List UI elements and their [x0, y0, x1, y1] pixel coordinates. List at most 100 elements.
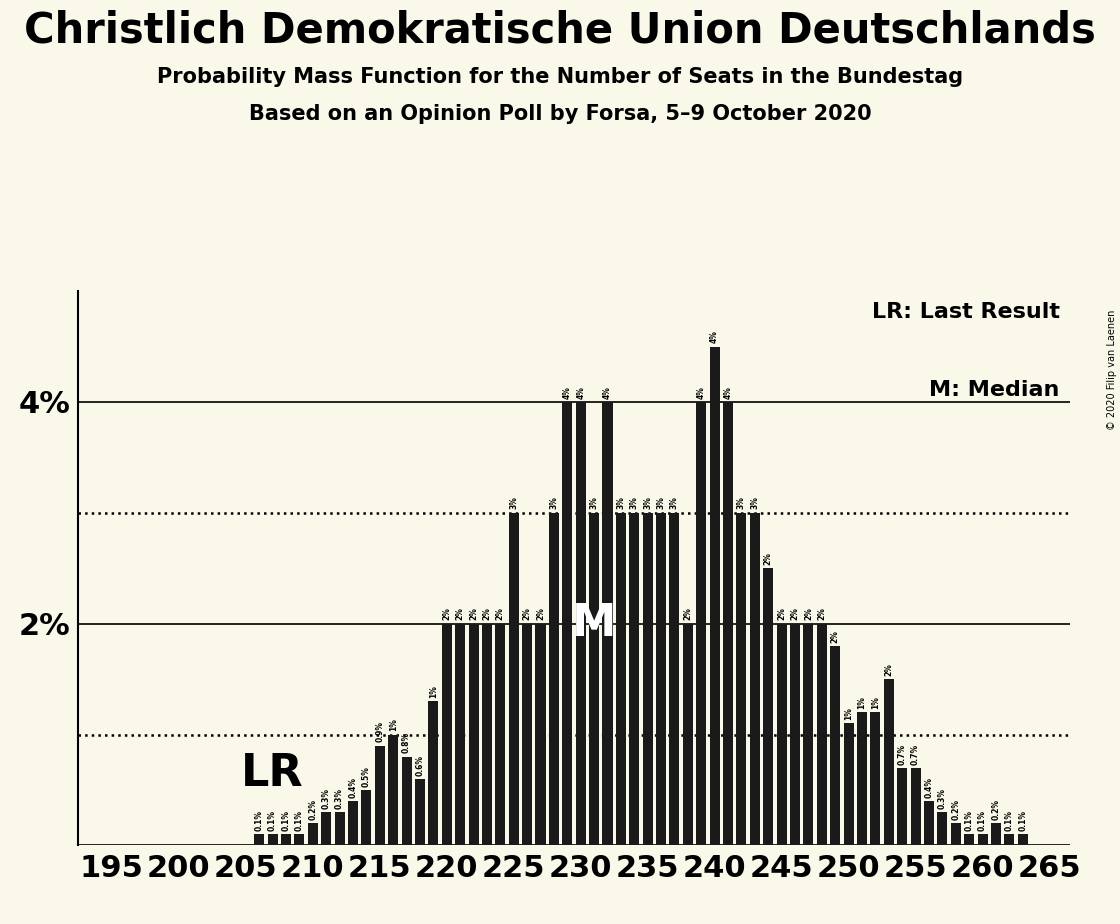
Text: 0.1%: 0.1% — [964, 810, 973, 831]
Bar — [482, 624, 492, 845]
Text: 0.4%: 0.4% — [348, 777, 357, 797]
Text: 0.1%: 0.1% — [978, 810, 987, 831]
Text: 3%: 3% — [550, 496, 559, 509]
Text: 0.5%: 0.5% — [362, 766, 371, 786]
Text: 3%: 3% — [589, 496, 598, 509]
Bar — [295, 834, 305, 845]
Bar — [803, 624, 813, 845]
Text: 0.1%: 0.1% — [268, 810, 277, 831]
Bar — [254, 834, 264, 845]
Text: 1%: 1% — [871, 696, 880, 709]
Text: 2%: 2% — [483, 607, 492, 620]
Text: 0.3%: 0.3% — [335, 788, 344, 808]
Text: LR: Last Result: LR: Last Result — [871, 302, 1060, 322]
Text: 4%: 4% — [576, 385, 585, 398]
Text: 0.3%: 0.3% — [937, 788, 946, 808]
Text: 1%: 1% — [858, 696, 867, 709]
Bar — [402, 757, 411, 845]
Bar — [870, 712, 880, 845]
Text: 0.9%: 0.9% — [375, 722, 384, 742]
Text: 3%: 3% — [643, 496, 652, 509]
Bar — [937, 812, 948, 845]
Text: 2%: 2% — [831, 629, 840, 642]
Bar — [897, 768, 907, 845]
Bar — [670, 513, 680, 845]
Bar — [697, 402, 707, 845]
Bar — [843, 723, 853, 845]
Text: 0.3%: 0.3% — [321, 788, 330, 808]
Text: 3%: 3% — [670, 496, 679, 509]
Bar — [414, 779, 424, 845]
Text: 0.2%: 0.2% — [951, 799, 960, 820]
Bar — [455, 624, 465, 845]
Text: 3%: 3% — [656, 496, 665, 509]
Text: M: M — [572, 602, 616, 645]
Text: 3%: 3% — [629, 496, 638, 509]
Bar — [830, 646, 840, 845]
Bar — [951, 823, 961, 845]
Text: 4%: 4% — [697, 385, 706, 398]
Text: 0.7%: 0.7% — [911, 744, 920, 764]
Bar — [589, 513, 599, 845]
Text: 2%: 2% — [791, 607, 800, 620]
Bar — [1005, 834, 1015, 845]
Text: © 2020 Filip van Laenen: © 2020 Filip van Laenen — [1107, 310, 1117, 430]
Text: Christlich Demokratische Union Deutschlands: Christlich Demokratische Union Deutschla… — [24, 9, 1096, 51]
Text: 3%: 3% — [616, 496, 625, 509]
Bar — [495, 624, 505, 845]
Text: 2%: 2% — [469, 607, 478, 620]
Bar — [924, 801, 934, 845]
Text: LR: LR — [241, 752, 304, 795]
Bar — [710, 346, 720, 845]
Text: 3%: 3% — [737, 496, 746, 509]
Bar — [375, 746, 385, 845]
Bar — [441, 624, 451, 845]
Bar — [816, 624, 827, 845]
Bar — [335, 812, 345, 845]
Text: 4%: 4% — [710, 330, 719, 343]
Bar — [268, 834, 278, 845]
Bar — [749, 513, 759, 845]
Text: 2%: 2% — [683, 607, 692, 620]
Bar — [911, 768, 921, 845]
Bar — [1018, 834, 1028, 845]
Text: 0.8%: 0.8% — [402, 733, 411, 753]
Bar — [629, 513, 640, 845]
Text: M: Median: M: Median — [930, 380, 1060, 400]
Bar — [790, 624, 800, 845]
Text: 0.1%: 0.1% — [1005, 810, 1014, 831]
Text: 2%: 2% — [456, 607, 465, 620]
Text: 0.2%: 0.2% — [308, 799, 317, 820]
Bar — [348, 801, 358, 845]
Text: 2%: 2% — [804, 607, 813, 620]
Bar — [683, 624, 693, 845]
Bar — [428, 701, 438, 845]
Text: 0.7%: 0.7% — [897, 744, 907, 764]
Text: 2%: 2% — [442, 607, 451, 620]
Text: Based on an Opinion Poll by Forsa, 5–9 October 2020: Based on an Opinion Poll by Forsa, 5–9 O… — [249, 104, 871, 125]
Bar — [857, 712, 867, 845]
Bar — [508, 513, 519, 845]
Bar — [321, 812, 332, 845]
Text: 3%: 3% — [510, 496, 519, 509]
Bar — [724, 402, 734, 845]
Bar — [643, 513, 653, 845]
Bar — [616, 513, 626, 845]
Text: 4%: 4% — [724, 385, 732, 398]
Text: 1%: 1% — [844, 707, 853, 720]
Bar — [978, 834, 988, 845]
Bar — [362, 790, 372, 845]
Bar — [737, 513, 746, 845]
Text: 2%: 2% — [885, 663, 894, 675]
Bar — [603, 402, 613, 845]
Text: 0.1%: 0.1% — [1018, 810, 1027, 831]
Bar — [389, 735, 399, 845]
Bar — [468, 624, 478, 845]
Text: 4%: 4% — [563, 385, 572, 398]
Text: 4%: 4% — [603, 385, 612, 398]
Bar — [522, 624, 532, 845]
Text: 1%: 1% — [429, 685, 438, 698]
Bar — [964, 834, 974, 845]
Bar — [776, 624, 786, 845]
Text: 0.2%: 0.2% — [991, 799, 1000, 820]
